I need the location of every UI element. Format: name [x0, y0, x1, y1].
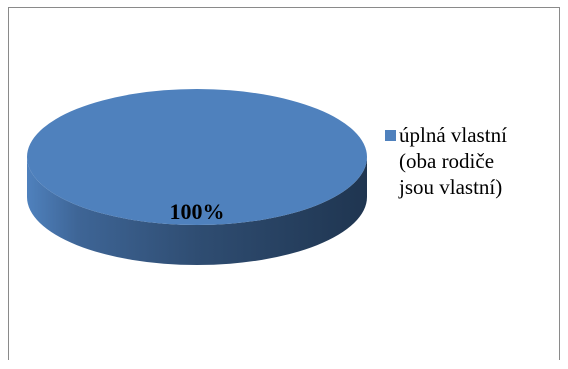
legend: úplná vlastní (oba rodiče jsou vlastní): [385, 122, 555, 200]
pie-slice-side: [27, 157, 367, 265]
legend-item: úplná vlastní (oba rodiče jsou vlastní): [385, 122, 555, 200]
legend-label: úplná vlastní (oba rodiče jsou vlastní): [399, 123, 507, 199]
pie-slice: [27, 89, 367, 225]
slice-data-label: 100%: [170, 199, 225, 224]
legend-swatch: [385, 130, 396, 141]
